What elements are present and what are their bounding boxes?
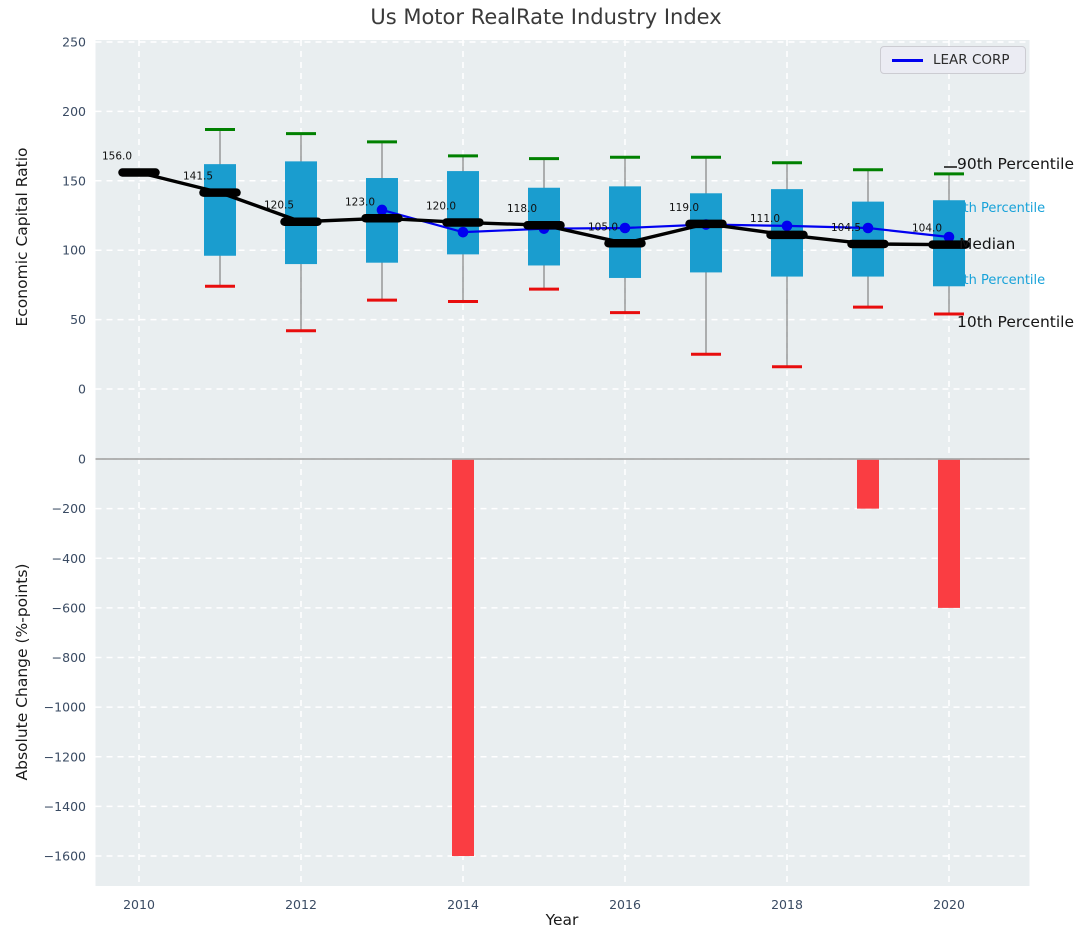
y-tick-label: 200 bbox=[62, 104, 86, 119]
median-value-label: 119.0 bbox=[669, 202, 699, 214]
chart-title: Us Motor RealRate Industry Index bbox=[370, 5, 722, 29]
median-value-label: 141.5 bbox=[183, 171, 213, 183]
legend: LEAR CORP bbox=[880, 46, 1026, 74]
annotation-75th-percentile: 75th Percentile bbox=[947, 201, 1045, 216]
y-tick-label: −1000 bbox=[44, 700, 86, 715]
x-axis-label: Year bbox=[545, 911, 579, 929]
y-tick-label: 150 bbox=[62, 173, 86, 188]
lear-corp-marker bbox=[457, 226, 469, 238]
y-tick-label: −1200 bbox=[44, 749, 86, 764]
x-tick-label: 2020 bbox=[933, 897, 965, 912]
median-value-label: 120.5 bbox=[264, 200, 294, 212]
median-value-label: 104.0 bbox=[912, 223, 942, 235]
median-value-label: 118.0 bbox=[507, 203, 537, 215]
bottom-y-axis-label: Absolute Change (%-points) bbox=[13, 563, 31, 781]
iqr-box bbox=[285, 161, 317, 265]
median-value-label: 104.5 bbox=[831, 222, 861, 234]
lear-corp-marker bbox=[862, 222, 874, 234]
lear-corp-line bbox=[381, 208, 950, 239]
change-bar bbox=[452, 459, 474, 857]
x-tick-label: 2018 bbox=[771, 897, 803, 912]
median-value-label: 123.0 bbox=[345, 196, 375, 208]
iqr-box bbox=[447, 171, 479, 255]
x-tick-label: 2012 bbox=[285, 897, 317, 912]
lear-corp-line-swatch bbox=[892, 58, 923, 62]
iqr-box bbox=[690, 193, 722, 273]
y-tick-label: 100 bbox=[62, 243, 86, 258]
annotation-25th-percentile: 25th Percentile bbox=[947, 273, 1045, 288]
y-tick-label: 0 bbox=[78, 452, 86, 467]
iqr-box bbox=[204, 164, 236, 256]
top-y-axis-label: Economic Capital Ratio bbox=[13, 147, 31, 327]
x-tick-label: 2014 bbox=[447, 897, 479, 912]
x-tick-label: 2010 bbox=[123, 897, 155, 912]
annotation-90th-percentile: 90th Percentile bbox=[957, 155, 1074, 173]
iqr-box bbox=[852, 201, 884, 277]
annotation-10th-percentile: 10th Percentile bbox=[957, 313, 1074, 331]
median-value-label: 120.0 bbox=[426, 200, 456, 212]
lear-corp-marker bbox=[781, 220, 793, 232]
legend-label: LEAR CORP bbox=[933, 52, 1010, 68]
y-tick-label: −1600 bbox=[44, 849, 86, 864]
annotation-median: Median bbox=[959, 235, 1015, 253]
y-tick-label: −1400 bbox=[44, 799, 86, 814]
y-tick-label: 250 bbox=[62, 35, 86, 50]
y-tick-label: 0 bbox=[78, 382, 86, 397]
y-tick-label: 50 bbox=[70, 312, 86, 327]
y-tick-label: −400 bbox=[52, 551, 86, 566]
lear-corp-marker bbox=[943, 231, 955, 243]
x-tick-label: 2016 bbox=[609, 897, 641, 912]
change-bar bbox=[938, 459, 960, 608]
y-tick-label: −800 bbox=[52, 650, 86, 665]
median-value-label: 105.0 bbox=[588, 221, 618, 233]
y-tick-label: −600 bbox=[52, 600, 86, 615]
median-value-label: 156.0 bbox=[102, 150, 132, 162]
lear-corp-marker bbox=[619, 222, 631, 234]
y-tick-label: −200 bbox=[52, 501, 86, 516]
change-bar bbox=[857, 459, 879, 509]
lear-corp-marker bbox=[376, 204, 388, 216]
median-value-label: 111.0 bbox=[750, 213, 780, 225]
